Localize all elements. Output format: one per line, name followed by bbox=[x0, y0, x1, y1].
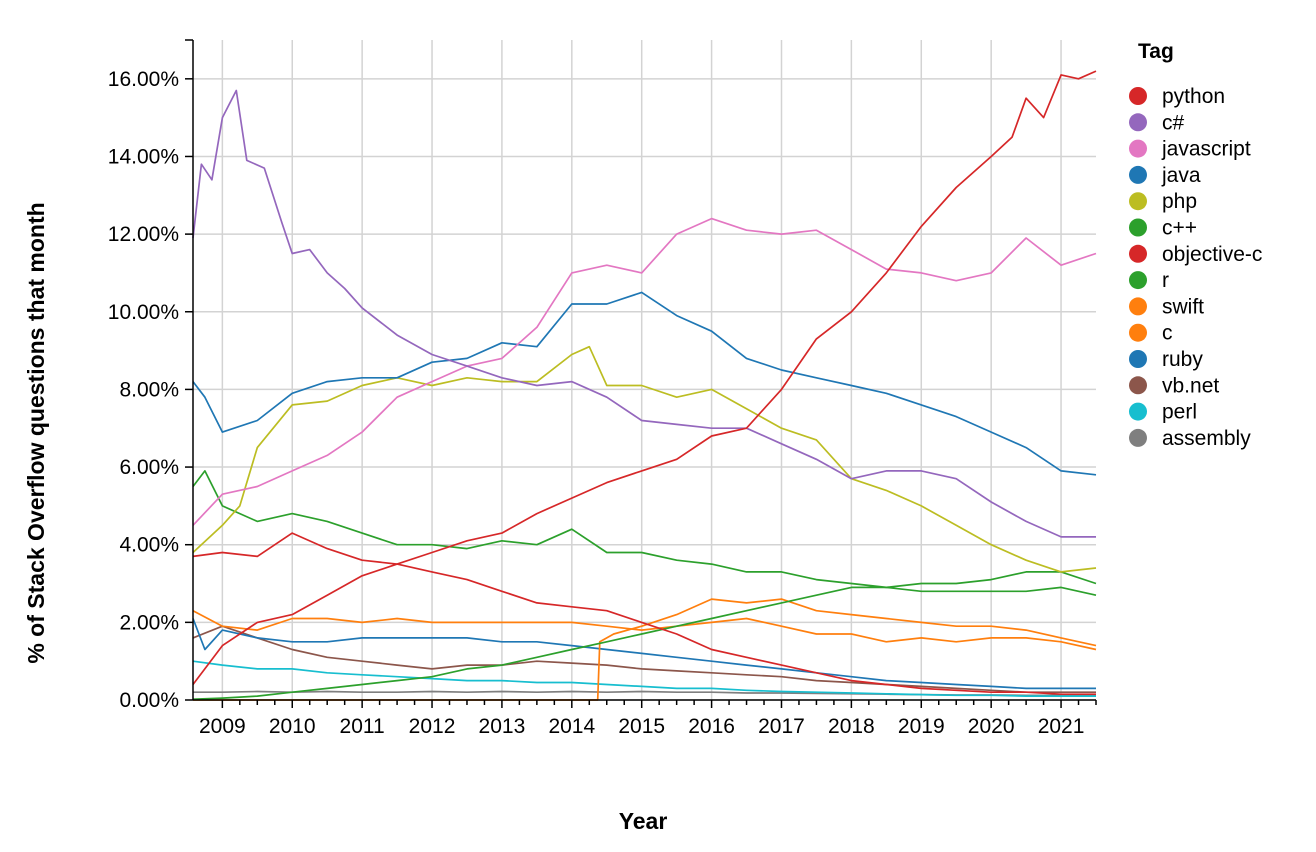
legend-swatch bbox=[1129, 218, 1147, 237]
series-line-php bbox=[192, 345, 1097, 573]
series-line-r bbox=[192, 571, 1097, 701]
legend-label: java bbox=[1161, 164, 1201, 187]
x-tick-label: 2021 bbox=[1038, 715, 1085, 738]
x-tick-label: 2009 bbox=[199, 715, 246, 738]
y-axis-ticks: 0.00% 2.00% 4.00% 6.00% 8.00% 10.00% 12.00% 14.… bbox=[108, 68, 193, 712]
legend-label: php bbox=[1162, 190, 1197, 213]
series-line-ruby bbox=[192, 618, 1096, 690]
y-tick-label: 14.00% bbox=[108, 145, 179, 168]
axes bbox=[185, 39, 1096, 701]
x-tick-label: 2012 bbox=[409, 715, 456, 738]
x-axis-ticks: 2009 2010 2011 2012 2013 2014 2015 2016 2017 2018… bbox=[199, 700, 1097, 738]
x-tick-label: 2020 bbox=[968, 715, 1015, 738]
y-tick-label: 12.00% bbox=[108, 223, 179, 246]
legend-label: assembly bbox=[1162, 427, 1251, 450]
series-lines bbox=[192, 70, 1097, 701]
legend: Tag python c# javascript java php c++ objectiv… bbox=[1129, 40, 1262, 450]
legend-label: swift bbox=[1162, 295, 1204, 318]
legend-swatch bbox=[1129, 376, 1147, 395]
x-tick-label: 2011 bbox=[340, 715, 385, 738]
grid bbox=[193, 40, 1096, 701]
series-line-c- bbox=[192, 89, 1096, 538]
legend-swatch bbox=[1129, 139, 1147, 158]
series-line-objective-c bbox=[192, 563, 1096, 696]
series-line-c bbox=[192, 609, 1097, 651]
legend-label: c# bbox=[1162, 111, 1185, 134]
x-tick-label: 2015 bbox=[618, 715, 665, 738]
series-line-c- bbox=[192, 470, 1097, 597]
y-axis-title: % of Stack Overflow questions that month bbox=[23, 202, 49, 663]
legend-label: c++ bbox=[1162, 217, 1197, 240]
legend-label: r bbox=[1162, 269, 1169, 292]
legend-swatch bbox=[1129, 113, 1147, 132]
series-line-vb-net bbox=[192, 625, 1096, 694]
legend-swatch bbox=[1129, 87, 1147, 105]
x-tick-label: 2017 bbox=[758, 715, 805, 738]
legend-swatch bbox=[1129, 244, 1147, 263]
x-tick-label: 2013 bbox=[479, 715, 526, 738]
x-tick-label: 2019 bbox=[898, 715, 945, 738]
legend-swatch bbox=[1129, 192, 1147, 211]
x-tick-label: 2014 bbox=[548, 715, 595, 738]
y-tick-label: 8.00% bbox=[119, 378, 179, 401]
y-tick-label: 0.00% bbox=[119, 689, 179, 712]
x-tick-label: 2018 bbox=[828, 715, 875, 738]
legend-swatch bbox=[1129, 323, 1147, 342]
y-tick-label: 16.00% bbox=[108, 68, 179, 91]
legend-swatch bbox=[1129, 165, 1147, 184]
legend-title: Tag bbox=[1138, 40, 1174, 63]
y-tick-label: 10.00% bbox=[108, 301, 179, 324]
legend-swatch bbox=[1129, 297, 1147, 316]
y-tick-label: 6.00% bbox=[119, 456, 179, 479]
legend-label: c bbox=[1162, 322, 1173, 345]
y-tick-label: 4.00% bbox=[119, 534, 179, 557]
x-tick-label: 2010 bbox=[269, 715, 316, 738]
legend-label: perl bbox=[1162, 401, 1197, 424]
series-line-perl bbox=[192, 660, 1096, 697]
legend-swatch bbox=[1129, 271, 1147, 290]
series-line-java bbox=[192, 291, 1097, 476]
legend-label: vb.net bbox=[1162, 374, 1219, 397]
legend-swatch bbox=[1129, 428, 1147, 447]
series-line-javascript bbox=[192, 217, 1097, 526]
legend-swatch bbox=[1129, 350, 1147, 368]
legend-swatch bbox=[1129, 402, 1147, 421]
legend-label: objective-c bbox=[1162, 243, 1262, 266]
legend-label: javascript bbox=[1161, 138, 1251, 161]
x-tick-label: 2016 bbox=[688, 715, 735, 738]
x-axis-title: Year bbox=[619, 808, 668, 834]
legend-label: ruby bbox=[1162, 348, 1203, 371]
y-tick-label: 2.00% bbox=[119, 611, 179, 634]
series-line-python bbox=[192, 70, 1097, 565]
legend-label: python bbox=[1162, 85, 1225, 108]
